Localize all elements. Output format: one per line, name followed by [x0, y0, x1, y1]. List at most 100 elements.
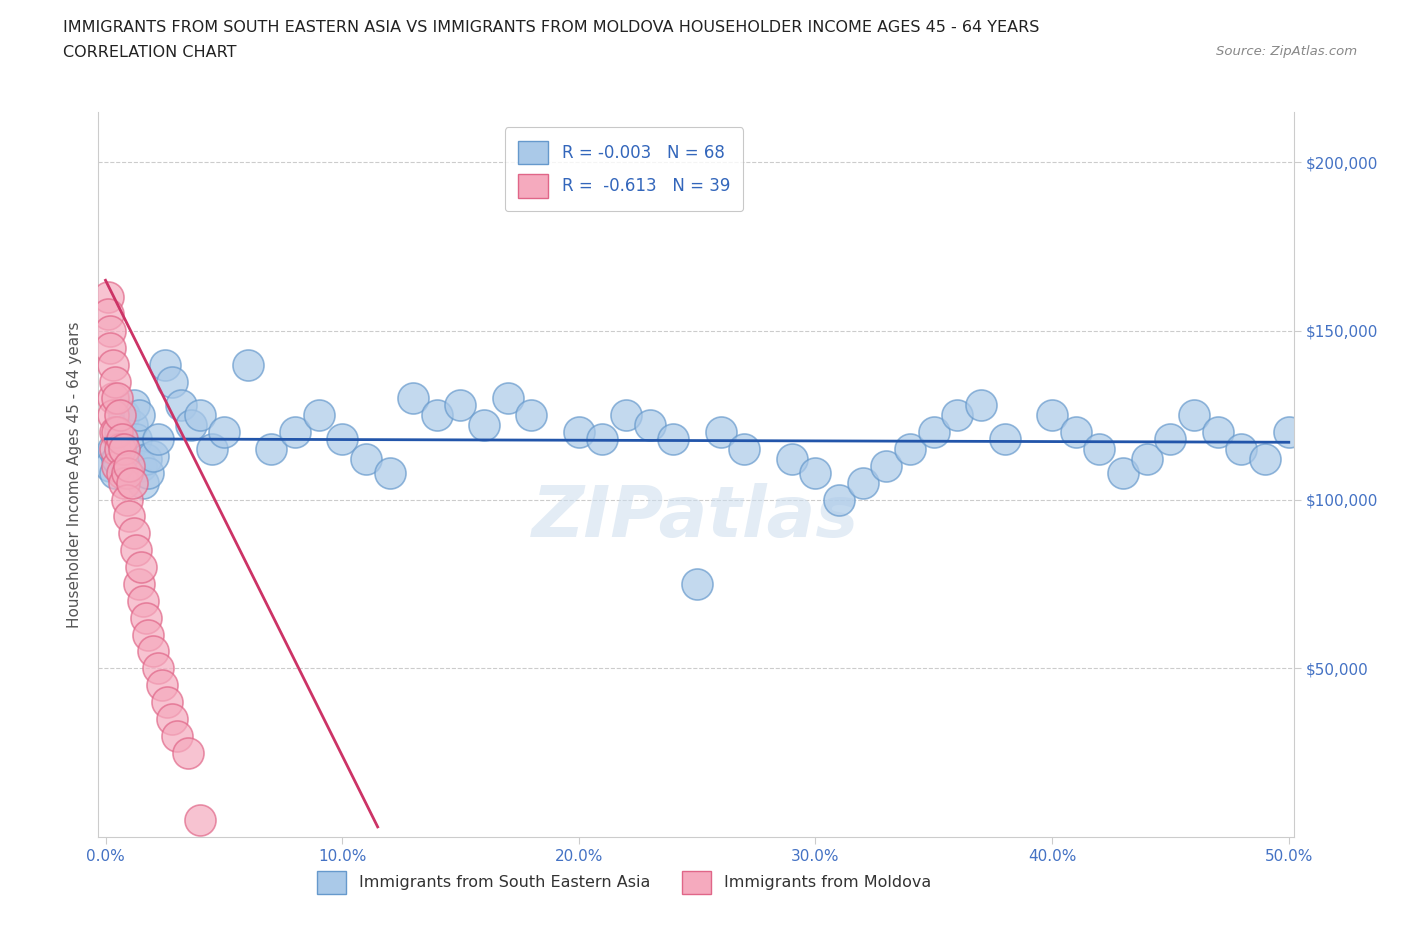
- Point: [114, 408, 136, 423]
- Point: [970, 398, 993, 413]
- Point: [115, 492, 138, 507]
- Point: [686, 577, 709, 591]
- Point: [97, 307, 120, 322]
- Point: [614, 408, 637, 423]
- Point: [136, 465, 159, 480]
- Point: [118, 509, 141, 524]
- Point: [734, 442, 756, 457]
- Point: [1088, 442, 1111, 457]
- Point: [101, 442, 124, 457]
- Point: [284, 425, 307, 440]
- Point: [108, 425, 131, 440]
- Point: [121, 475, 143, 490]
- Point: [804, 465, 827, 480]
- Y-axis label: Householder Income Ages 45 - 64 years: Householder Income Ages 45 - 64 years: [67, 321, 83, 628]
- Point: [1278, 425, 1301, 440]
- Point: [1254, 452, 1277, 467]
- Point: [308, 408, 330, 423]
- Point: [122, 398, 145, 413]
- Point: [1064, 425, 1087, 440]
- Point: [114, 442, 136, 457]
- Point: [101, 357, 124, 372]
- Point: [450, 398, 472, 413]
- Point: [108, 408, 131, 423]
- Point: [105, 391, 128, 405]
- Point: [135, 610, 157, 625]
- Point: [104, 374, 127, 389]
- Point: [128, 408, 150, 423]
- Text: CORRELATION CHART: CORRELATION CHART: [63, 45, 236, 60]
- Point: [1040, 408, 1063, 423]
- Point: [166, 728, 188, 743]
- Point: [125, 543, 148, 558]
- Point: [170, 398, 193, 413]
- Point: [135, 452, 157, 467]
- Point: [104, 425, 127, 440]
- Point: [780, 452, 803, 467]
- Point: [922, 425, 945, 440]
- Point: [568, 425, 591, 440]
- Point: [177, 745, 200, 760]
- Point: [101, 391, 124, 405]
- Point: [104, 442, 127, 457]
- Point: [946, 408, 969, 423]
- Point: [520, 408, 543, 423]
- Point: [136, 627, 159, 642]
- Point: [638, 418, 661, 432]
- Point: [1206, 425, 1229, 440]
- Point: [875, 458, 897, 473]
- Point: [129, 458, 152, 473]
- Point: [330, 432, 353, 446]
- Point: [98, 324, 121, 339]
- Point: [180, 418, 202, 432]
- Point: [1230, 442, 1253, 457]
- Point: [828, 492, 851, 507]
- Text: ZIPatlas: ZIPatlas: [533, 484, 859, 552]
- Point: [150, 678, 173, 693]
- Point: [146, 432, 169, 446]
- Point: [236, 357, 259, 372]
- Point: [111, 465, 134, 480]
- Point: [378, 465, 401, 480]
- Point: [108, 442, 131, 457]
- Point: [115, 465, 138, 480]
- Text: IMMIGRANTS FROM SOUTH EASTERN ASIA VS IMMIGRANTS FROM MOLDOVA HOUSEHOLDER INCOME: IMMIGRANTS FROM SOUTH EASTERN ASIA VS IM…: [63, 20, 1039, 35]
- Point: [111, 432, 134, 446]
- Point: [426, 408, 449, 423]
- Point: [128, 577, 150, 591]
- Point: [118, 458, 141, 473]
- Point: [132, 593, 155, 608]
- Point: [188, 408, 211, 423]
- Point: [710, 425, 733, 440]
- Point: [1182, 408, 1205, 423]
- Point: [156, 695, 179, 710]
- Point: [496, 391, 519, 405]
- Point: [1159, 432, 1181, 446]
- Point: [114, 475, 136, 490]
- Point: [129, 560, 152, 575]
- Point: [105, 458, 128, 473]
- Point: [132, 475, 155, 490]
- Point: [592, 432, 614, 446]
- Point: [402, 391, 425, 405]
- Point: [160, 711, 183, 726]
- Point: [1136, 452, 1159, 467]
- Point: [898, 442, 921, 457]
- Point: [142, 644, 165, 658]
- Point: [153, 357, 176, 372]
- Legend: Immigrants from South Eastern Asia, Immigrants from Moldova: Immigrants from South Eastern Asia, Immi…: [309, 863, 939, 901]
- Point: [260, 442, 283, 457]
- Point: [98, 340, 121, 355]
- Point: [852, 475, 875, 490]
- Point: [97, 290, 120, 305]
- Point: [146, 661, 169, 676]
- Point: [115, 458, 138, 473]
- Point: [354, 452, 377, 467]
- Point: [118, 442, 141, 457]
- Point: [472, 418, 495, 432]
- Point: [121, 418, 143, 432]
- Point: [111, 432, 134, 446]
- Point: [98, 458, 121, 473]
- Point: [212, 425, 235, 440]
- Point: [122, 525, 145, 540]
